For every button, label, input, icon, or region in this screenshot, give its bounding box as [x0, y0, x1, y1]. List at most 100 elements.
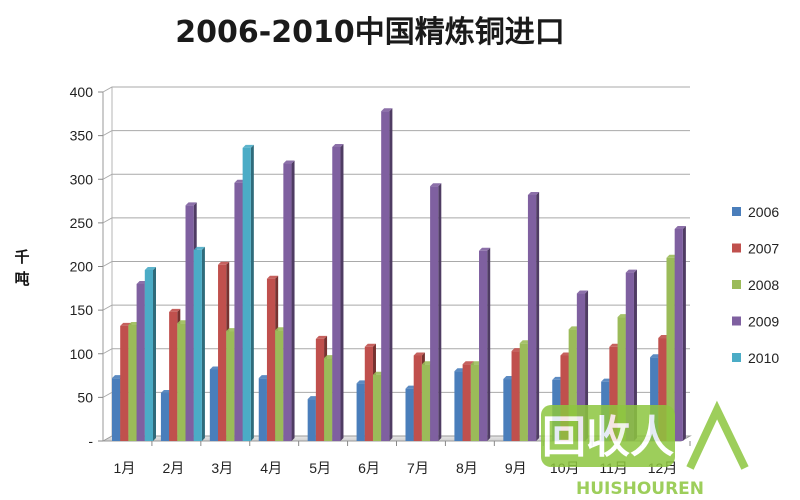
- bar-top: [283, 160, 295, 164]
- bar-side: [153, 266, 156, 441]
- bar-front: [169, 311, 178, 441]
- y-tick-label: 200: [70, 259, 94, 275]
- legend-label: 2007: [748, 241, 779, 257]
- bar-front: [470, 364, 480, 441]
- bar-2010-1月: [144, 266, 156, 441]
- legend-item-2009: 2009: [732, 314, 779, 330]
- bar-front: [160, 393, 170, 441]
- bar-front: [356, 383, 365, 441]
- bar-front: [120, 325, 129, 441]
- bar-front: [625, 272, 634, 441]
- bar-top: [576, 290, 589, 294]
- bar-front: [332, 146, 341, 441]
- x-tick-label: 9月: [505, 460, 527, 476]
- bar-front: [666, 257, 675, 441]
- x-tick-label: 5月: [309, 460, 331, 476]
- y-axis-title-char: 吨: [14, 270, 29, 288]
- bar-top: [169, 308, 181, 312]
- bar-front: [136, 283, 145, 441]
- bar-front: [234, 182, 243, 442]
- y-tick-label: 350: [70, 128, 94, 144]
- bar-front: [527, 194, 537, 441]
- bar-top: [462, 361, 474, 365]
- bar-front: [511, 351, 520, 441]
- bar-2009-4月: [283, 160, 295, 442]
- legend-item-2010: 2010: [732, 350, 779, 366]
- bar-top: [625, 269, 637, 273]
- legend-swatch: [732, 316, 741, 326]
- bars: [112, 108, 686, 442]
- bar-front: [609, 346, 618, 441]
- bar-front: [430, 186, 439, 441]
- bar-top: [479, 247, 491, 251]
- y-tick-label: 400: [70, 84, 94, 100]
- bar-front: [658, 338, 667, 441]
- gridline: [102, 304, 690, 311]
- bar-front: [503, 379, 512, 441]
- bar-top: [242, 144, 254, 148]
- watermark-logo: 回收人 HUISHOUREN: [541, 400, 749, 499]
- bar-front: [405, 388, 414, 441]
- gridline: [102, 217, 690, 224]
- bar-side: [389, 108, 393, 441]
- bar-top: [430, 183, 442, 187]
- bar-front: [674, 228, 683, 441]
- bar-side: [250, 144, 254, 441]
- bar-top: [185, 202, 197, 206]
- bar-2009-9月: [527, 191, 540, 441]
- x-tick-label: 7月: [407, 460, 429, 476]
- bar-front: [421, 364, 431, 441]
- bar-front: [381, 111, 390, 441]
- bar-side: [201, 246, 205, 441]
- watermark-subtext: HUISHOUREN: [576, 479, 704, 499]
- legend-label: 2010: [748, 350, 779, 366]
- bar-front: [226, 331, 235, 441]
- bar-front: [144, 269, 153, 441]
- bar-front: [266, 278, 276, 441]
- gridline: [102, 173, 690, 180]
- gridline: [102, 261, 690, 267]
- bar-front: [275, 330, 284, 441]
- legend-swatch: [732, 353, 741, 362]
- y-axis-title-char: 千: [14, 248, 29, 266]
- bar-2009-12月: [674, 225, 686, 441]
- legend: 2006 2007 2008 2009 2010: [732, 204, 779, 366]
- bar-front: [454, 371, 463, 441]
- bar-front: [560, 355, 569, 441]
- bar-top: [364, 343, 376, 347]
- x-tick-label: 4月: [260, 460, 282, 476]
- bar-side: [536, 191, 540, 441]
- bar-front: [315, 338, 325, 441]
- bar-front: [242, 147, 251, 441]
- bar-top: [193, 246, 205, 250]
- bar-front: [307, 399, 316, 441]
- bar-top: [332, 143, 344, 147]
- gridline: [102, 86, 690, 93]
- bar-front: [177, 323, 186, 441]
- bar-side: [682, 225, 686, 441]
- x-tick-label: 1月: [114, 460, 136, 476]
- bar-top: [527, 191, 540, 195]
- y-tick-label: 250: [70, 215, 94, 231]
- y-axis-ticks: - 50 100 150 200 250 300 350 400: [70, 84, 103, 449]
- bar-front: [209, 369, 219, 441]
- bar-2009-11月: [625, 269, 637, 441]
- bar-2009-8月: [479, 247, 491, 441]
- bar-side: [340, 143, 344, 441]
- bar-front: [617, 317, 626, 441]
- gridline: [102, 130, 690, 137]
- chart-title: 2006-2010中国精炼铜进口: [175, 15, 564, 50]
- bar-2009-6月: [381, 108, 393, 441]
- bar-front: [218, 264, 227, 441]
- bar-side: [438, 183, 442, 442]
- bar-front: [568, 329, 577, 441]
- bar-front: [519, 343, 528, 441]
- legend-swatch: [732, 207, 741, 216]
- bar-top: [266, 275, 279, 279]
- bar-side: [291, 160, 295, 442]
- bar-2010-3月: [242, 144, 254, 441]
- legend-swatch: [732, 280, 741, 289]
- legend-item-2008: 2008: [732, 277, 779, 293]
- bar-top: [413, 352, 425, 356]
